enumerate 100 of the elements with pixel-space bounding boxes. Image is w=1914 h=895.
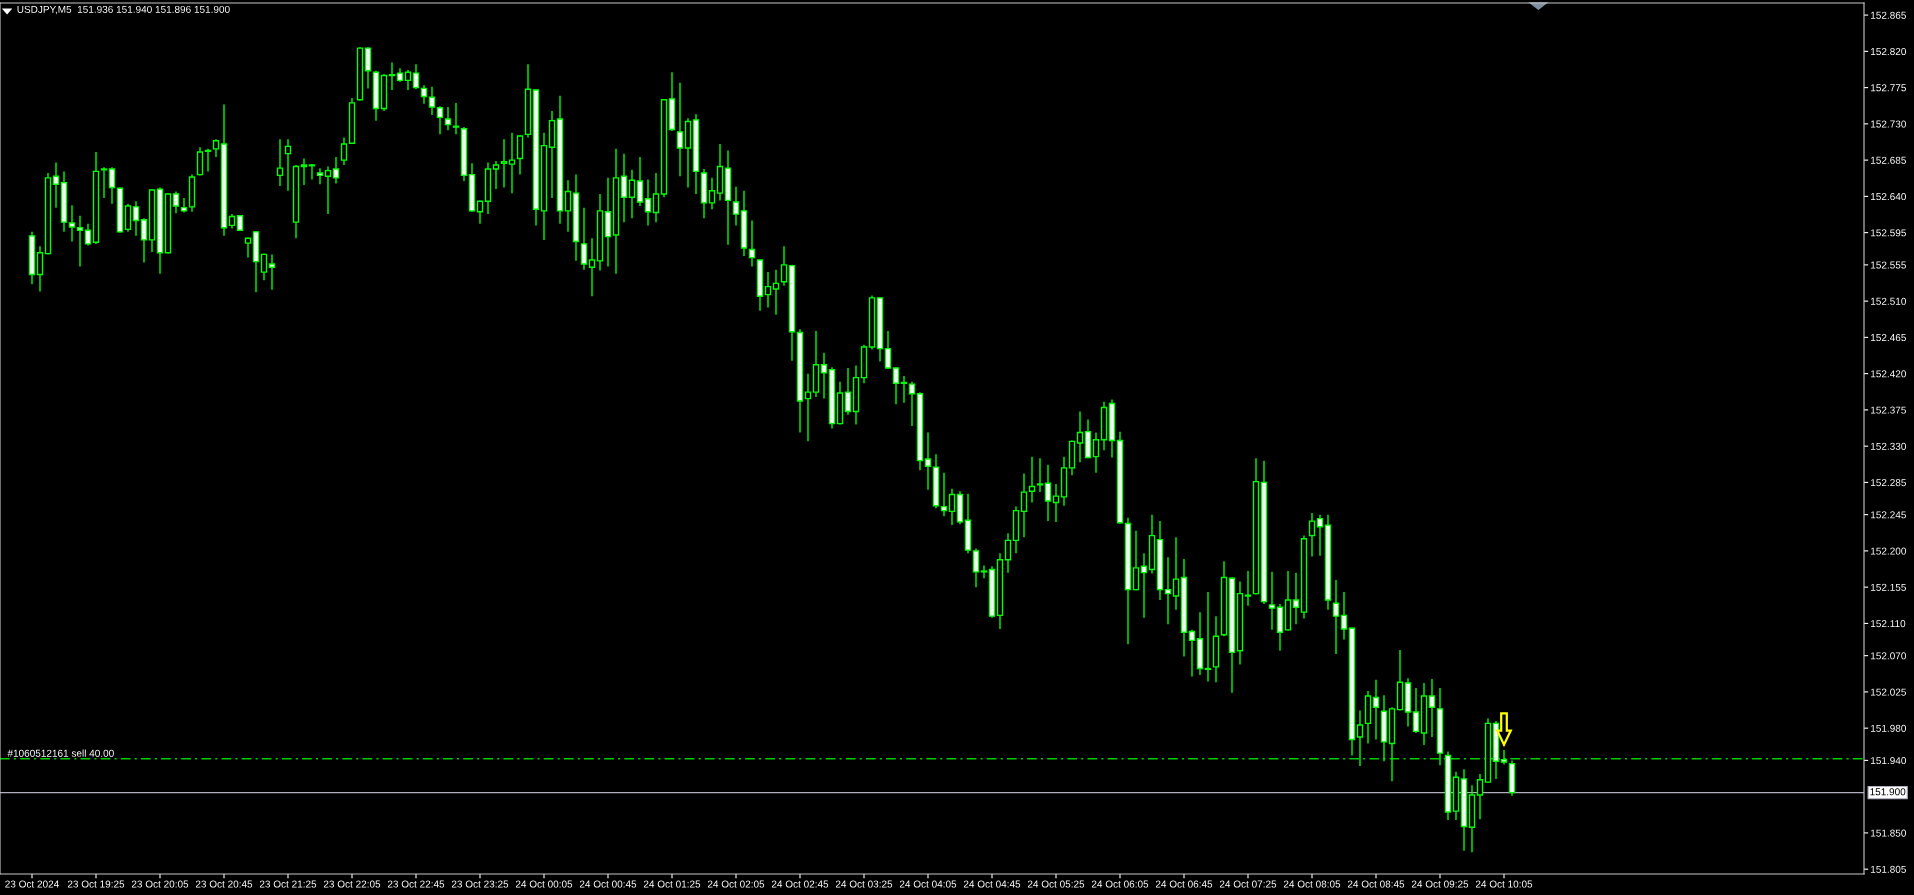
candlestick [1244, 570, 1252, 607]
candlestick [316, 167, 324, 185]
candlestick [196, 146, 204, 177]
candlestick [772, 269, 780, 316]
candlestick [204, 148, 212, 173]
candlestick [1052, 483, 1060, 523]
candlestick [500, 138, 508, 189]
candlestick [180, 197, 188, 214]
chart-title: USDJPY,M5 151.936 151.940 151.896 151.900 [17, 5, 230, 15]
candlestick [436, 105, 444, 136]
candlestick [620, 152, 628, 223]
y-tick-label: 152.555 [1871, 261, 1906, 269]
candlestick [1500, 749, 1508, 766]
candlestick [580, 206, 588, 271]
candlestick [1340, 591, 1348, 641]
y-tick-label: 152.375 [1871, 406, 1906, 414]
candlestick [636, 156, 644, 207]
candlestick [676, 82, 684, 177]
candlestick [1020, 472, 1028, 538]
y-tick-label: 152.820 [1871, 47, 1907, 56]
candlestick [404, 69, 412, 91]
x-tick-label: 24 Oct 00:45 [579, 880, 637, 888]
candlestick [1132, 530, 1140, 592]
candlestick [124, 202, 132, 233]
y-tick-label: 152.730 [1871, 120, 1907, 128]
candlestick [84, 223, 92, 247]
x-tick-label: 24 Oct 02:05 [707, 880, 765, 888]
candlestick [284, 138, 292, 192]
candlestick [1164, 556, 1172, 625]
x-tick-label: 24 Oct 01:25 [643, 880, 701, 888]
x-tick-label: 24 Oct 10:05 [1475, 880, 1533, 888]
candlestick [628, 169, 636, 219]
y-tick-label: 152.685 [1871, 156, 1906, 164]
x-tick-label: 24 Oct 04:45 [963, 880, 1021, 888]
candlestick [308, 163, 316, 181]
x-tick-label: 24 Oct 07:25 [1219, 880, 1277, 888]
x-tick-label: 23 Oct 21:25 [259, 880, 317, 888]
candlestick [1204, 591, 1212, 683]
candlestick [924, 431, 932, 491]
candlestick [140, 217, 148, 264]
ref-line-label: #1060512161 sell 40.00 [7, 749, 114, 757]
candlestick [412, 63, 420, 90]
y-tick-label: 152.595 [1871, 229, 1906, 237]
y-tick-label: 152.245 [1871, 511, 1906, 519]
candlestick [1356, 709, 1364, 767]
y-tick-label: 152.465 [1871, 334, 1906, 342]
y-tick-label: 151.850 [1871, 829, 1907, 837]
candlestick [732, 186, 740, 227]
candlestick [1316, 513, 1324, 557]
y-tick-label: 151.940 [1871, 757, 1907, 765]
x-tick-label: 23 Oct 23:25 [451, 880, 509, 888]
x-tick-label: 24 Oct 03:25 [835, 880, 893, 888]
candlestick [276, 138, 284, 187]
y-tick-label: 152.025 [1871, 688, 1906, 696]
candlestick [748, 219, 756, 268]
candlestick [644, 178, 652, 227]
candlestick [1428, 678, 1436, 738]
candlestick [364, 46, 372, 90]
candlestick [508, 132, 516, 194]
candlestick [908, 381, 916, 427]
candlestick [652, 172, 660, 223]
candlestick [36, 245, 44, 293]
y-tick-label: 152.155 [1871, 583, 1906, 591]
candlestick [244, 236, 252, 259]
candlestick [476, 199, 484, 225]
candlestick [516, 134, 524, 176]
candlestick [260, 252, 268, 281]
candlestick [1076, 410, 1084, 463]
candlestick [100, 166, 108, 199]
x-tick-label: 24 Oct 00:05 [515, 880, 573, 888]
candlestick [76, 215, 84, 268]
x-tick-label: 23 Oct 22:45 [387, 880, 445, 888]
y-tick-label: 152.285 [1871, 479, 1906, 487]
candlestick [892, 366, 900, 405]
candlestick [452, 102, 460, 136]
candlestick [844, 367, 852, 416]
y-tick-label: 152.865 [1871, 11, 1906, 19]
candlestick [972, 547, 980, 588]
x-tick-label: 24 Oct 02:45 [771, 880, 829, 888]
candlestick [980, 564, 988, 579]
candlestick [1004, 532, 1012, 574]
x-tick-label: 24 Oct 06:05 [1091, 880, 1149, 888]
candlestick [884, 330, 892, 370]
candlestick [108, 166, 116, 205]
candlestick [1036, 457, 1044, 493]
candlestick [340, 136, 348, 166]
x-tick-label: 23 Oct 22:05 [323, 880, 381, 888]
candlestick [300, 157, 308, 186]
y-tick-label: 152.330 [1871, 442, 1907, 450]
candlestick [708, 177, 716, 210]
candlestick [764, 271, 772, 309]
candlestick [804, 372, 812, 443]
candlestick [388, 61, 396, 91]
x-tick-label: 23 Oct 19:25 [67, 880, 125, 888]
candlestick [444, 106, 452, 132]
candlestick [1188, 629, 1196, 678]
y-tick-label: 152.200 [1871, 547, 1907, 555]
y-tick-label: 151.980 [1871, 724, 1907, 732]
candlestick [172, 190, 180, 214]
x-tick-label: 23 Oct 20:05 [131, 880, 189, 888]
